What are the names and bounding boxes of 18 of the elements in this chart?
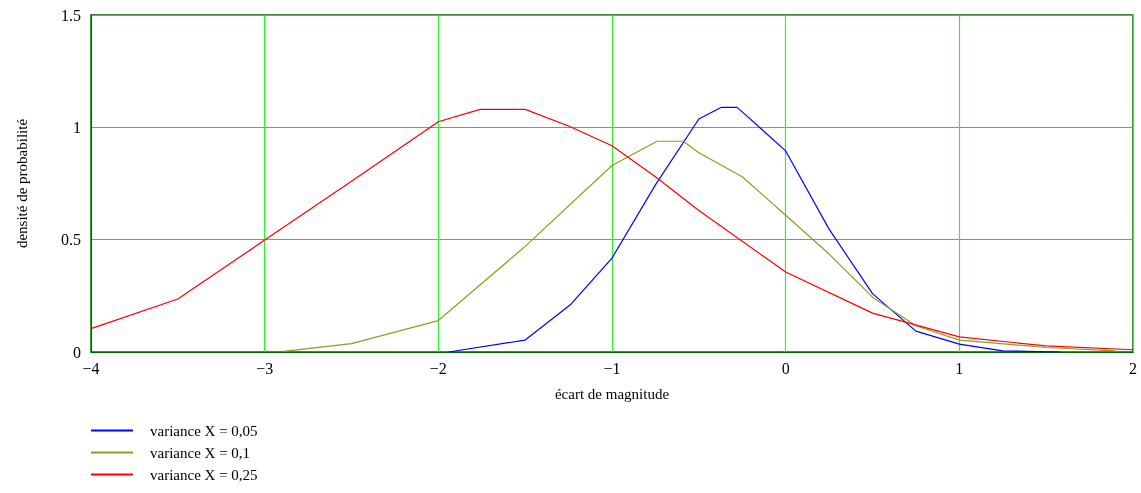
x-tick-label: 1 bbox=[955, 359, 964, 377]
y-tick-label: 1 bbox=[73, 118, 81, 136]
y-tick-label: 1.5 bbox=[61, 6, 81, 24]
legend-label: variance X = 0,1 bbox=[150, 444, 251, 461]
x-tick-label: −1 bbox=[603, 359, 621, 377]
x-tick-label: −2 bbox=[429, 359, 447, 377]
y-tick-label: 0 bbox=[73, 343, 81, 361]
x-axis-title: écart de magnitude bbox=[554, 385, 670, 402]
line-series bbox=[448, 106, 1061, 353]
x-tick-label: −4 bbox=[82, 359, 100, 377]
legend-label: variance X = 0,25 bbox=[150, 466, 258, 483]
y-axis-title: densité de probabilité bbox=[13, 118, 30, 249]
x-tick-label: −3 bbox=[256, 359, 274, 377]
legend-label: variance X = 0,05 bbox=[150, 422, 258, 439]
x-tick-label: 0 bbox=[781, 359, 790, 377]
y-tick-label: 0.5 bbox=[61, 231, 81, 249]
x-tick-label: 2 bbox=[1129, 359, 1137, 377]
line-series bbox=[283, 140, 1117, 352]
